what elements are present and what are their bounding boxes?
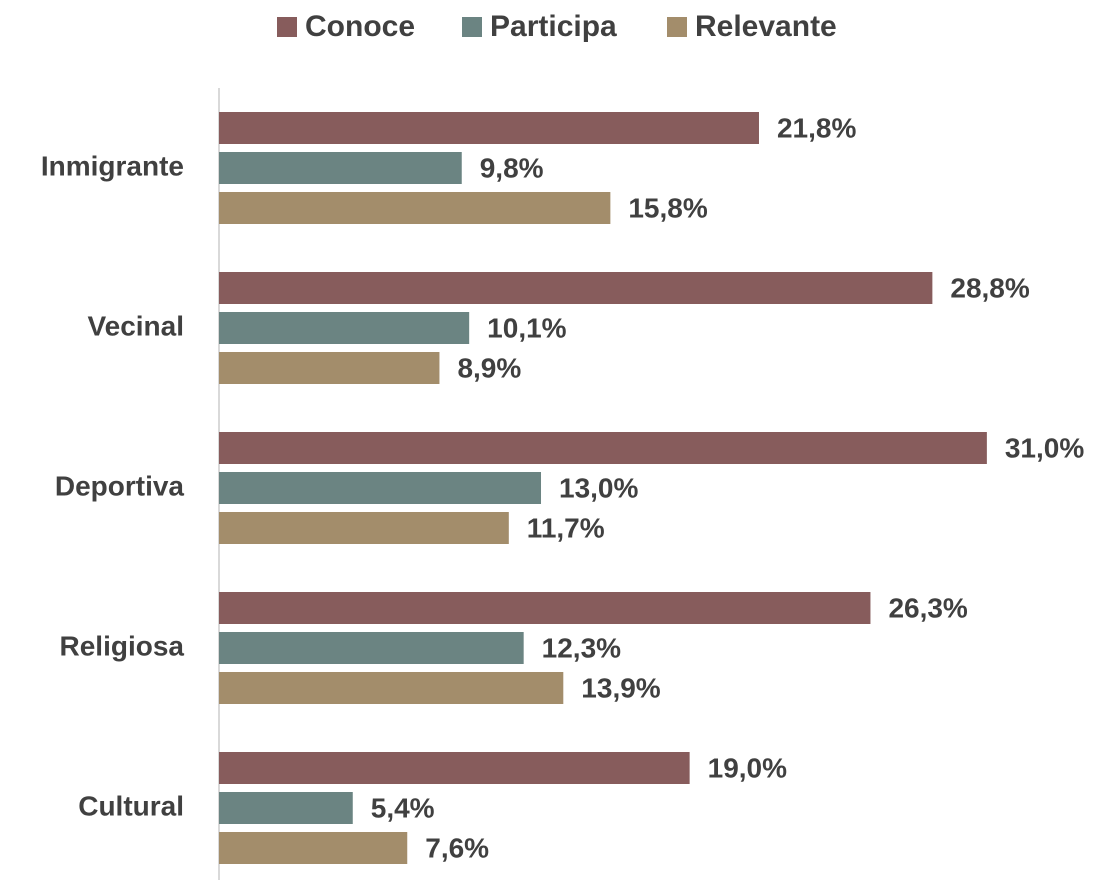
bar <box>219 512 509 544</box>
bar <box>219 672 564 704</box>
value-label: 12,3% <box>542 632 621 663</box>
value-label: 8,9% <box>457 352 521 383</box>
category-label: Religiosa <box>60 630 185 661</box>
bar <box>219 472 542 504</box>
value-label: 31,0% <box>1005 432 1084 463</box>
value-label: 26,3% <box>888 592 967 623</box>
bar <box>219 832 408 864</box>
bar <box>219 312 470 344</box>
value-label: 13,0% <box>559 472 638 503</box>
category-label: Inmigrante <box>41 150 184 181</box>
legend-swatch <box>277 17 297 37</box>
value-label: 7,6% <box>425 832 489 863</box>
value-label: 13,9% <box>581 672 660 703</box>
bar <box>219 432 987 464</box>
value-label: 11,7% <box>527 512 605 543</box>
value-label: 9,8% <box>480 152 544 183</box>
value-label: 21,8% <box>777 112 856 143</box>
bar <box>219 632 524 664</box>
bar <box>219 192 611 224</box>
value-label: 5,4% <box>371 792 435 823</box>
value-label: 28,8% <box>950 272 1029 303</box>
bar <box>219 592 871 624</box>
legend-label: Conoce <box>305 10 415 43</box>
bar <box>219 792 353 824</box>
legend-label: Participa <box>490 10 617 43</box>
category-label: Vecinal <box>87 310 184 341</box>
legend-swatch <box>667 17 687 37</box>
value-label: 15,8% <box>628 192 707 223</box>
bar <box>219 272 933 304</box>
category-label: Cultural <box>78 790 184 821</box>
legend-swatch <box>462 17 482 37</box>
legend-label: Relevante <box>695 10 837 43</box>
bar <box>219 752 690 784</box>
value-label: 19,0% <box>708 752 787 783</box>
bar <box>219 152 462 184</box>
value-label: 10,1% <box>487 312 566 343</box>
category-label: Deportiva <box>55 470 185 501</box>
bar <box>219 352 440 384</box>
bar <box>219 112 759 144</box>
